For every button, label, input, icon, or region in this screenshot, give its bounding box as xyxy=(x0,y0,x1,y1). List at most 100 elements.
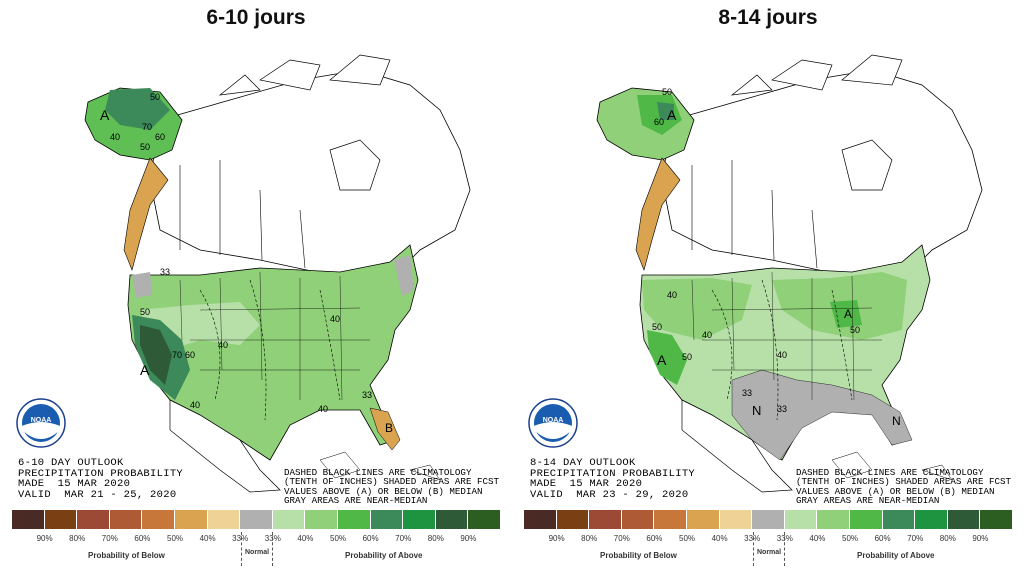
map-label: 40 xyxy=(110,132,120,142)
legend-swatch xyxy=(752,510,785,529)
map-label: 33 xyxy=(742,388,752,398)
hudson-bay xyxy=(841,139,893,191)
map-label: 40 xyxy=(318,404,328,414)
legend-swatch xyxy=(77,510,110,529)
legend-tick-label: 90% xyxy=(548,534,565,543)
map-label: B xyxy=(385,421,393,435)
florida-below xyxy=(369,407,401,451)
legend-swatch xyxy=(686,510,720,529)
map-label: 40 xyxy=(190,400,200,410)
map-label: 40 xyxy=(218,340,228,350)
legend-swatch xyxy=(207,510,241,529)
legend-normal-label: Normal xyxy=(245,549,270,556)
map-label: 33 xyxy=(160,267,170,277)
legend-swatch xyxy=(272,510,306,529)
legend-tick-label: 70% xyxy=(613,534,630,543)
west-coast-above xyxy=(647,330,687,385)
legend-swatch xyxy=(370,510,404,529)
normal-divider xyxy=(784,532,785,566)
legend-tick-label: 50% xyxy=(166,534,184,543)
legend-tick-label: 40% xyxy=(199,534,216,543)
map-label: 50 xyxy=(150,92,160,102)
legend-tick-label: 70% xyxy=(101,534,118,543)
map-label: N xyxy=(892,414,901,428)
legend-normal-label: Normal xyxy=(757,549,782,556)
outlook-info: 8-14 DAY OUTLOOK PRECIPITATION PROBABILI… xyxy=(530,457,696,501)
normal-divider xyxy=(272,532,273,566)
hudson-bay xyxy=(329,139,381,191)
svg-text:NOAA: NOAA xyxy=(543,417,564,424)
legend-swatch xyxy=(621,510,655,529)
legend-tick-label: 40% xyxy=(711,534,728,543)
arctic-islands xyxy=(218,54,391,96)
legend-swatch xyxy=(174,510,208,529)
map-label: 33 xyxy=(777,404,787,414)
outlook-info: 6-10 DAY OUTLOOK PRECIPITATION PROBABILI… xyxy=(18,457,184,501)
legend-swatch xyxy=(305,510,338,529)
legend-swatch xyxy=(947,510,981,529)
legend-tick-label: 40% xyxy=(297,534,314,543)
legend-tick-label: 60% xyxy=(134,534,151,543)
map-label: A xyxy=(657,352,667,368)
panel-title: 6-10 jours xyxy=(206,6,306,29)
legend-tick-label: 70% xyxy=(907,534,924,543)
map-label: 60 xyxy=(185,350,195,360)
legend-swatch xyxy=(980,510,1013,529)
legend-swatch xyxy=(882,510,916,529)
alaska-panhandle xyxy=(635,157,681,271)
legend-swatch xyxy=(337,510,371,529)
map-label: N xyxy=(752,403,761,418)
alaska-panhandle xyxy=(123,157,169,271)
map-label: 70 xyxy=(142,122,152,132)
legend-swatch xyxy=(784,510,818,529)
map-label: 70 xyxy=(172,350,182,360)
legend-tick-label: 80% xyxy=(427,534,444,543)
map-label: 50 xyxy=(662,87,672,97)
legend-tick-label: 90% xyxy=(972,534,989,543)
legend-swatch xyxy=(654,510,687,529)
map-label: A xyxy=(140,362,150,378)
legend-swatch xyxy=(556,510,590,529)
legend-below-label: Probability of Below xyxy=(88,551,165,560)
climatology-note: DASHED BLACK LINES ARE CLIMATOLOGY (TENT… xyxy=(284,467,500,507)
map-label: 40 xyxy=(777,350,787,360)
map-label: 60 xyxy=(155,132,165,142)
legend-swatch xyxy=(849,510,883,529)
outlook-panel-6-10: 6-10 jours A 50 60 70 40 5 xyxy=(12,6,502,566)
legend-swatch xyxy=(44,510,78,529)
mexico-region xyxy=(169,399,281,493)
map-label: 40 xyxy=(667,290,677,300)
legend-swatch xyxy=(142,510,175,529)
legend-swatch xyxy=(12,510,45,529)
legend-tick-label: 60% xyxy=(362,534,379,543)
map-label: 50 xyxy=(850,325,860,335)
legend-swatch xyxy=(589,510,622,529)
legend-tick-label: 33% xyxy=(232,534,249,543)
legend-tick-label: 90% xyxy=(460,534,477,543)
legend-swatch xyxy=(109,510,143,529)
map-label: A xyxy=(667,107,677,123)
legend-swatch xyxy=(403,510,436,529)
legend-color-bar xyxy=(524,510,1013,529)
canada-region xyxy=(661,69,983,276)
precipitation-map: 50 A 60 40 A 50 50 40 33 N 33 N A 40 50 xyxy=(596,54,983,493)
legend-tick-label: 80% xyxy=(581,534,598,543)
noaa-logo: NOAA xyxy=(16,398,66,448)
legend-swatch xyxy=(524,510,557,529)
legend-labels: 90% 80% 70% 60% 50% 40% 33% 33% 40% 50% 60% 70% 80% 9… xyxy=(12,534,502,546)
legend-above-label: Probability of Above xyxy=(345,551,423,560)
map-label: 60 xyxy=(654,117,664,127)
map-label: 40 xyxy=(330,314,340,324)
legend-tick-label: 80% xyxy=(69,534,86,543)
precipitation-map: A 50 60 70 40 50 33 A 50 60 70 40 40 40 … xyxy=(84,54,471,493)
legend-tick-label: 50% xyxy=(329,534,347,543)
legend-tick-label: 60% xyxy=(646,534,663,543)
map-label: 50 xyxy=(682,352,692,362)
legend-tick-label: 40% xyxy=(809,534,826,543)
mexico-region xyxy=(681,399,793,493)
legend-color-bar xyxy=(12,510,501,529)
panel-title: 8-14 jours xyxy=(718,6,818,29)
map-label: 50 xyxy=(140,142,150,152)
legend-labels: 90% 80% 70% 60% 50% 40% 33% 33% 40% 50% 60% 70% 80% 9… xyxy=(524,534,1014,546)
legend-tick-label: 90% xyxy=(36,534,53,543)
